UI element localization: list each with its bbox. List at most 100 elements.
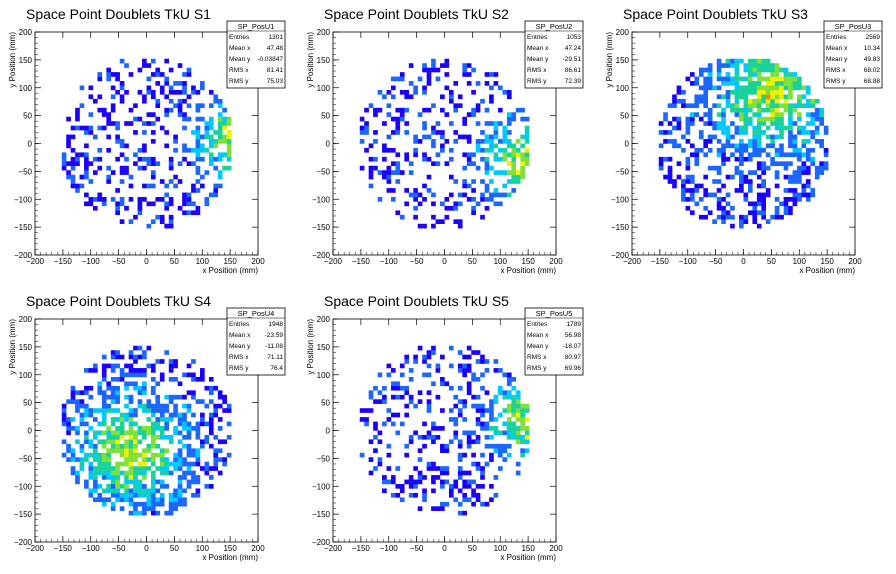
heatmap-cell <box>146 201 152 207</box>
heatmap-cell <box>195 103 201 109</box>
heatmap-cell <box>797 147 802 153</box>
heatmap-cell <box>75 183 80 189</box>
heatmap-cell <box>182 81 187 86</box>
heatmap-cell <box>801 183 807 189</box>
heatmap-cell <box>106 466 112 471</box>
heatmap-cell <box>173 147 178 153</box>
heatmap-cell <box>520 408 525 413</box>
heatmap-cell <box>788 76 793 82</box>
heatmap-cell <box>66 116 71 122</box>
heatmap-cell <box>716 63 722 68</box>
heatmap-cell <box>150 421 156 427</box>
heatmap-cell <box>226 403 232 409</box>
heatmap-cell <box>146 497 152 503</box>
heatmap-cell <box>159 214 165 220</box>
heatmap-cell <box>186 408 192 413</box>
heatmap-cell <box>734 147 740 153</box>
heatmap-cell <box>426 354 432 360</box>
heatmap-cell <box>177 466 183 471</box>
heatmap-cell <box>88 179 94 184</box>
heatmap-cell <box>159 412 165 418</box>
heatmap-cell <box>208 399 214 404</box>
heatmap-cell <box>448 385 454 391</box>
heatmap-cell <box>159 417 165 422</box>
heatmap-cell <box>743 197 749 202</box>
heatmap-cell <box>658 161 664 166</box>
heatmap-cell <box>444 72 450 77</box>
heatmap-cell <box>810 116 816 122</box>
heatmap-cell <box>395 492 401 498</box>
heatmap-cell <box>399 488 405 494</box>
heatmap-cell <box>475 492 481 498</box>
heatmap-cell <box>155 381 161 387</box>
heatmap-cell <box>444 381 450 387</box>
heatmap-cell <box>471 372 476 378</box>
heatmap-cell <box>390 188 396 193</box>
heatmap-cell <box>725 58 731 64</box>
x-axis-title: x Position (mm) <box>500 266 556 275</box>
heatmap-cell <box>524 139 530 144</box>
heatmap-cell <box>435 219 441 224</box>
heatmap-cell <box>498 107 503 113</box>
heatmap-cell <box>466 363 472 369</box>
heatmap-cell <box>774 197 780 202</box>
heatmap-cell <box>146 89 152 95</box>
heatmap-cell <box>101 461 107 467</box>
heatmap-cell <box>658 121 664 126</box>
heatmap-cell <box>756 134 762 140</box>
heatmap-cell <box>222 121 227 126</box>
heatmap-cell <box>404 354 410 360</box>
stats-value: 1948 <box>269 321 284 328</box>
heatmap-cell <box>150 94 156 100</box>
heatmap-cell <box>502 89 508 95</box>
heatmap-cell <box>124 372 129 378</box>
heatmap-cell <box>520 434 525 440</box>
heatmap-cell <box>493 201 499 207</box>
heatmap-cell <box>115 399 120 404</box>
heatmap-cell <box>471 394 476 400</box>
heatmap-cell <box>377 372 383 378</box>
heatmap-cell <box>75 430 80 436</box>
heatmap-cell <box>520 174 525 180</box>
heatmap-cell <box>520 412 525 418</box>
heatmap-cell <box>774 76 780 82</box>
heatmap-cell <box>743 192 749 198</box>
heatmap-cell <box>97 165 103 171</box>
y-tick-label: 50 <box>23 112 32 121</box>
heatmap-cell <box>489 452 494 458</box>
heatmap-cell <box>426 350 432 355</box>
heatmap-cell <box>195 426 201 431</box>
heatmap-cell <box>792 85 798 91</box>
heatmap-cell <box>721 210 726 216</box>
heatmap-cell <box>489 139 494 144</box>
heatmap-cell <box>667 179 673 184</box>
heatmap-cell <box>489 484 494 489</box>
heatmap-cell <box>110 479 116 485</box>
heatmap-cell <box>106 448 112 453</box>
heatmap-cell <box>200 81 205 86</box>
heatmap-cell <box>110 94 116 100</box>
heatmap-cell <box>200 439 205 445</box>
heatmap-cell <box>66 134 71 140</box>
heatmap-cell <box>779 76 784 82</box>
heatmap-cell <box>756 81 762 86</box>
heatmap-cell <box>191 359 196 364</box>
heatmap-cell <box>783 205 789 211</box>
heatmap-cell <box>359 125 365 131</box>
heatmap-cell <box>110 390 116 396</box>
heatmap-cell <box>489 192 494 198</box>
heatmap-cell <box>511 156 517 162</box>
heatmap-cell <box>399 421 405 427</box>
heatmap-cell <box>168 179 174 184</box>
heatmap-cell <box>489 434 494 440</box>
heatmap-cell <box>756 58 762 64</box>
heatmap-cell <box>792 201 798 207</box>
heatmap-cell <box>658 156 664 162</box>
heatmap-cell <box>730 143 735 149</box>
heatmap-cell <box>191 376 196 382</box>
heatmap-cell <box>150 461 156 467</box>
heatmap-cell <box>515 170 521 175</box>
heatmap-cell <box>382 156 387 162</box>
heatmap-cell <box>779 130 784 135</box>
heatmap-cell <box>368 174 374 180</box>
